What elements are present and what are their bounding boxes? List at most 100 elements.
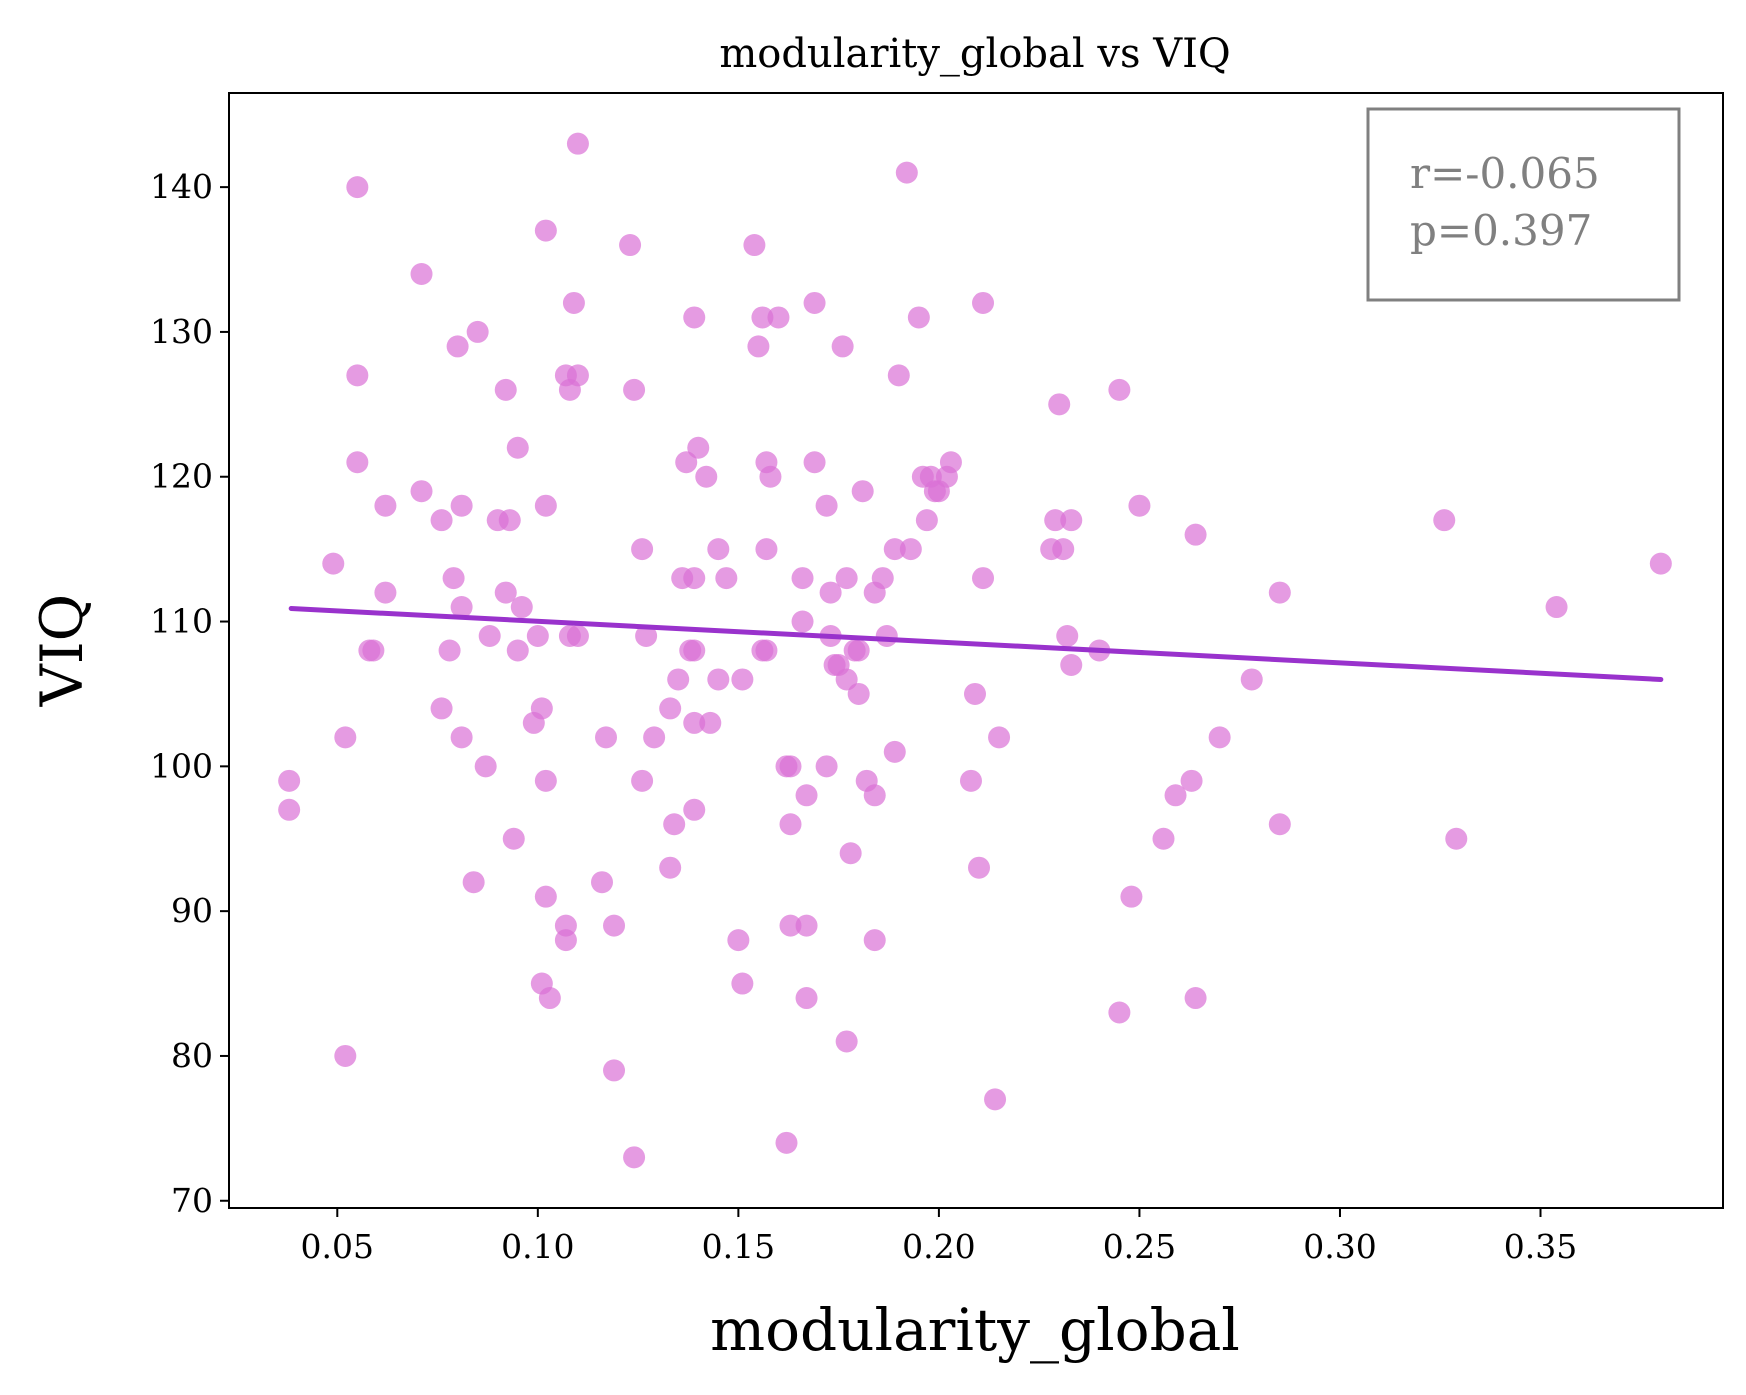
data-point: [759, 465, 782, 488]
data-point: [590, 871, 613, 894]
data-point: [474, 755, 497, 778]
x-axis-label: modularity_global: [710, 1296, 1240, 1364]
data-point: [675, 451, 698, 474]
data-point: [743, 234, 766, 257]
data-point: [795, 987, 818, 1010]
data-point: [410, 480, 433, 503]
data-point: [450, 596, 473, 619]
y-axis-ticks: 70 80 90 100 110 120 130 140: [150, 167, 229, 1220]
stats-box: r=-0.065 p=0.397: [1366, 107, 1681, 302]
data-point: [699, 711, 722, 734]
data-point: [907, 306, 930, 329]
data-point: [1052, 538, 1075, 561]
data-point: [851, 480, 874, 503]
data-point: [939, 451, 962, 474]
data-point: [494, 378, 517, 401]
data-point: [883, 740, 906, 763]
points-layer: [278, 132, 1672, 1169]
data-point: [779, 914, 802, 937]
x-tick-label: 0.30: [1303, 1227, 1376, 1266]
data-point: [659, 697, 682, 720]
data-point: [566, 132, 589, 155]
data-point: [1649, 552, 1672, 575]
data-point: [631, 538, 654, 561]
data-point: [446, 335, 469, 358]
data-point: [502, 827, 525, 850]
data-point: [1208, 726, 1231, 749]
data-point: [466, 320, 489, 343]
data-point: [506, 436, 529, 459]
x-tick-label: 0.35: [1504, 1227, 1577, 1266]
data-point: [635, 625, 658, 648]
data-point: [659, 856, 682, 879]
data-point: [1044, 509, 1067, 532]
data-point: [334, 1044, 357, 1067]
data-point: [972, 291, 995, 314]
data-point: [554, 929, 577, 952]
data-point: [1152, 827, 1175, 850]
data-point: [374, 581, 397, 604]
data-point: [530, 697, 553, 720]
data-point: [1268, 581, 1291, 604]
data-point: [1048, 393, 1071, 416]
data-point: [899, 538, 922, 561]
data-point: [683, 798, 706, 821]
data-point: [631, 769, 654, 792]
data-point: [803, 451, 826, 474]
data-point: [963, 682, 986, 705]
data-point: [619, 234, 642, 257]
y-tick-label: 100: [150, 746, 213, 785]
data-point: [863, 784, 886, 807]
data-point: [839, 842, 862, 865]
data-point: [915, 509, 938, 532]
plot-frame: [228, 92, 1724, 1209]
y-tick-label: 70: [171, 1181, 213, 1220]
data-point: [895, 161, 918, 184]
data-point: [374, 494, 397, 517]
data-point: [747, 335, 770, 358]
data-point: [566, 364, 589, 387]
data-point: [450, 494, 473, 517]
data-point: [968, 856, 991, 879]
data-point: [1545, 596, 1568, 619]
data-point: [819, 581, 842, 604]
data-point: [791, 610, 814, 633]
data-point: [779, 755, 802, 778]
data-point: [1268, 813, 1291, 836]
data-point: [988, 726, 1011, 749]
y-tick-label: 140: [150, 167, 213, 206]
data-point: [707, 668, 730, 691]
data-point: [346, 176, 369, 199]
x-tick-label: 0.10: [501, 1227, 574, 1266]
y-tick-label: 90: [171, 891, 213, 930]
data-point: [562, 291, 585, 314]
data-point: [430, 697, 453, 720]
data-point: [984, 1088, 1007, 1111]
data-point: [815, 494, 838, 517]
data-point: [715, 567, 738, 590]
data-point: [972, 567, 995, 590]
data-point: [430, 509, 453, 532]
data-point: [887, 364, 910, 387]
data-point: [1184, 523, 1207, 546]
data-point: [643, 726, 666, 749]
data-point: [1164, 784, 1187, 807]
data-point: [534, 219, 557, 242]
data-point: [663, 813, 686, 836]
stats-r-value: r=-0.065: [1410, 149, 1600, 198]
data-point: [538, 987, 561, 1010]
data-point: [595, 726, 618, 749]
data-point: [1445, 827, 1468, 850]
data-point: [835, 1030, 858, 1053]
data-point: [566, 625, 589, 648]
y-axis-label: VIQ: [28, 594, 96, 707]
data-point: [322, 552, 345, 575]
data-point: [278, 769, 301, 792]
data-point: [731, 972, 754, 995]
data-point: [534, 769, 557, 792]
data-point: [731, 668, 754, 691]
data-point: [695, 465, 718, 488]
data-point: [1056, 625, 1079, 648]
data-point: [362, 639, 385, 662]
